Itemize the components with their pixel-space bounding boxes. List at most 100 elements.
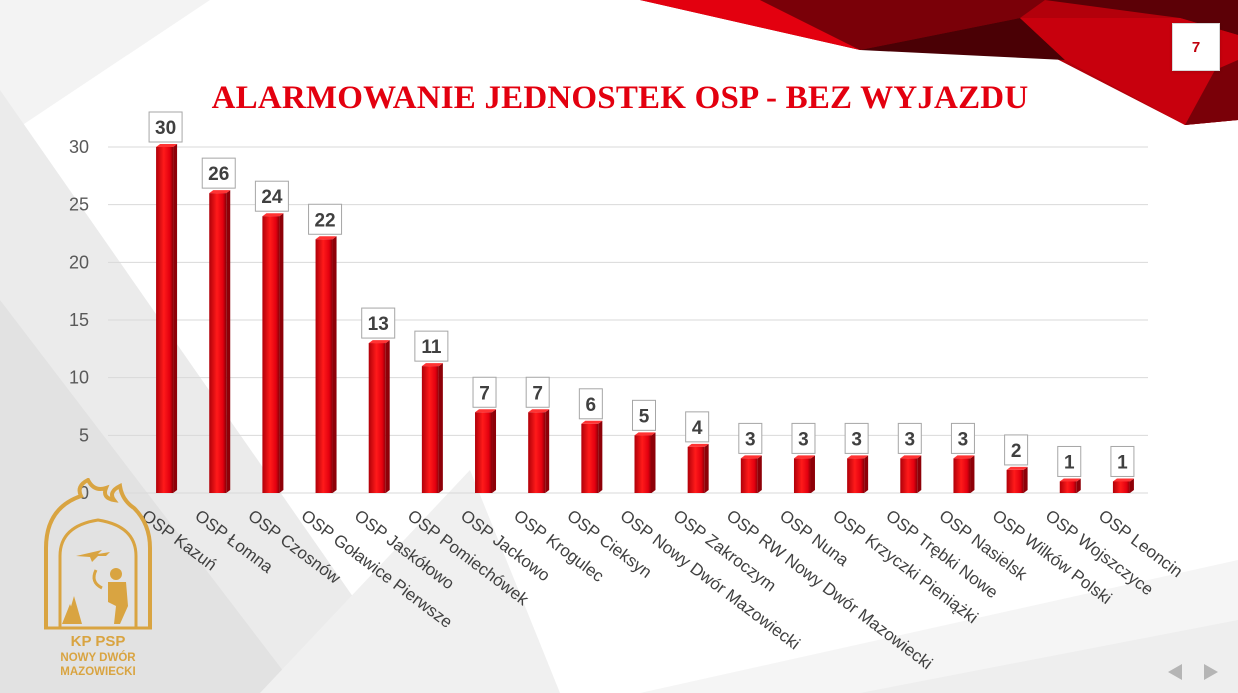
bar[interactable] (581, 423, 599, 493)
data-label: 3 (745, 429, 756, 450)
data-label: 7 (532, 383, 543, 404)
bar-side (1129, 478, 1134, 493)
bar-top (793, 455, 815, 459)
data-label-box (738, 422, 763, 454)
y-tick-label: 0 (79, 483, 89, 503)
bar[interactable] (1112, 481, 1130, 493)
bar-top (634, 432, 656, 436)
bar[interactable] (1059, 481, 1077, 493)
data-label: 7 (479, 383, 490, 404)
logo-line-2: NOWY DWÓR (60, 651, 136, 664)
bar-side (1076, 478, 1081, 493)
data-label: 11 (421, 337, 442, 358)
data-label: 3 (798, 429, 809, 450)
bar[interactable] (209, 193, 227, 493)
bar-top (262, 213, 284, 217)
data-label-box (897, 422, 922, 454)
data-label-box (201, 157, 236, 189)
data-label-box (791, 422, 816, 454)
y-tick-label: 25 (69, 195, 89, 215)
bar-side (704, 443, 709, 493)
bar[interactable] (262, 216, 280, 493)
bar[interactable] (740, 458, 758, 493)
bar-side (1023, 466, 1028, 493)
bar-top (1059, 478, 1081, 482)
bar[interactable] (421, 366, 439, 493)
bar[interactable] (156, 147, 174, 493)
bar-side (173, 144, 178, 493)
bar-top (315, 236, 337, 240)
data-label: 13 (368, 314, 389, 335)
bar[interactable] (475, 412, 493, 493)
bar-top (953, 455, 975, 459)
bar-top (900, 455, 922, 459)
bar-side (757, 455, 762, 493)
bar[interactable] (1006, 469, 1024, 493)
bar[interactable] (953, 458, 971, 493)
y-tick-label: 5 (79, 425, 89, 445)
slide-navigation (1168, 664, 1218, 680)
data-label-box (1004, 434, 1029, 466)
data-label: 3 (851, 429, 862, 450)
data-label: 5 (639, 406, 650, 427)
data-label: 2 (1011, 441, 1022, 462)
y-tick-label: 10 (69, 368, 89, 388)
bar-top (421, 363, 443, 367)
bar-top (528, 409, 550, 413)
bar-top (156, 144, 178, 147)
bar[interactable] (847, 458, 865, 493)
bar[interactable] (634, 435, 652, 493)
bar-top (847, 455, 869, 459)
data-label-box (148, 111, 183, 143)
data-label-box (414, 330, 449, 362)
bar-top (581, 420, 603, 424)
bar-side (917, 455, 922, 493)
bar-top (1006, 466, 1028, 470)
data-label: 3 (905, 429, 916, 450)
data-label-box (632, 399, 656, 431)
data-label-box (525, 376, 550, 408)
bar-side (279, 213, 284, 493)
bar[interactable] (315, 239, 333, 493)
data-label-box (578, 388, 603, 420)
bar-top (209, 190, 231, 194)
bar-side (545, 409, 550, 493)
data-label: 4 (692, 418, 703, 439)
bar-top (368, 340, 390, 344)
bar-side (651, 432, 656, 493)
logo-line-3: MAZOWIECKI (60, 666, 135, 678)
data-label: 22 (314, 210, 335, 231)
bar-top (475, 409, 497, 413)
data-label-box (361, 307, 396, 339)
bar[interactable] (793, 458, 811, 493)
triangle-right-icon[interactable] (1204, 664, 1218, 680)
y-tick-label: 20 (69, 252, 89, 272)
data-label-box (472, 376, 497, 408)
slide-title: ALARMOWANIE JEDNOSTEK OSP - BEZ WYJAZDU (211, 80, 1029, 116)
data-label-box (1057, 445, 1082, 477)
data-label: 6 (586, 395, 597, 416)
y-tick-label: 15 (69, 310, 89, 330)
data-label-box (1110, 445, 1135, 477)
data-label-box (685, 411, 710, 443)
bar[interactable] (900, 458, 918, 493)
triangle-left-icon[interactable] (1168, 664, 1182, 680)
data-label: 1 (1117, 452, 1128, 473)
bar[interactable] (528, 412, 546, 493)
logo-line-1: KP PSP (71, 633, 126, 650)
bar[interactable] (687, 446, 705, 493)
bar-top (1112, 478, 1134, 482)
bar-side (864, 455, 869, 493)
data-label-box (950, 422, 975, 454)
bar-side (970, 455, 975, 493)
data-label-box (254, 180, 289, 212)
data-label: 26 (208, 164, 229, 185)
bar-side (810, 455, 815, 493)
kp-psp-logo: KP PSP NOWY DWÓR MAZOWIECKI (44, 478, 152, 678)
page-number-badge: 7 (1172, 23, 1220, 71)
data-label: 1 (1064, 452, 1075, 473)
bar[interactable] (368, 343, 386, 493)
bar-side (492, 409, 497, 493)
